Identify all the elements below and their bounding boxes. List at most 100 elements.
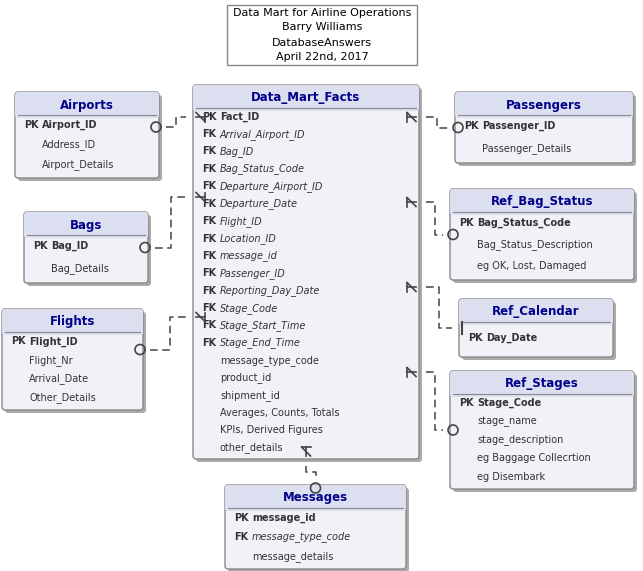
Text: shipment_id: shipment_id <box>220 389 280 400</box>
Text: FK: FK <box>202 338 216 348</box>
Text: Passenger_ID: Passenger_ID <box>220 268 285 279</box>
Text: stage_description: stage_description <box>477 435 563 445</box>
Text: Flight_ID: Flight_ID <box>220 216 262 227</box>
Text: message_id: message_id <box>252 513 316 523</box>
Text: DatabaseAnswers: DatabaseAnswers <box>272 38 372 47</box>
Text: Stage_Code: Stage_Code <box>477 398 541 408</box>
FancyBboxPatch shape <box>225 485 406 511</box>
FancyBboxPatch shape <box>193 85 419 459</box>
Text: stage_name: stage_name <box>477 416 537 427</box>
Bar <box>462 312 610 322</box>
Bar <box>453 384 631 394</box>
Text: PK: PK <box>11 336 26 347</box>
Text: FK: FK <box>202 320 216 331</box>
FancyBboxPatch shape <box>15 92 159 178</box>
Text: FK: FK <box>202 129 216 139</box>
Bar <box>196 98 416 108</box>
Text: Departure_Airport_ID: Departure_Airport_ID <box>220 181 323 192</box>
Text: FK: FK <box>202 182 216 191</box>
Text: PK: PK <box>459 218 474 228</box>
FancyBboxPatch shape <box>196 88 422 462</box>
Text: FK: FK <box>202 303 216 313</box>
Text: PK: PK <box>459 398 474 408</box>
FancyBboxPatch shape <box>24 212 148 238</box>
Text: Bag_Status_Code: Bag_Status_Code <box>220 163 305 174</box>
Text: Airports: Airports <box>60 99 114 111</box>
Text: Data_Mart_Facts: Data_Mart_Facts <box>251 91 361 104</box>
Text: FK: FK <box>234 532 248 542</box>
Text: Day_Date: Day_Date <box>486 333 538 343</box>
Text: Bag_Status_Description: Bag_Status_Description <box>477 239 593 250</box>
Text: Bag_ID: Bag_ID <box>220 146 254 157</box>
FancyBboxPatch shape <box>24 212 148 283</box>
Text: April 22nd, 2017: April 22nd, 2017 <box>276 53 368 62</box>
Text: Fact_ID: Fact_ID <box>220 111 259 122</box>
Text: Location_ID: Location_ID <box>220 233 276 244</box>
Text: FK: FK <box>202 147 216 156</box>
Text: Reporting_Day_Date: Reporting_Day_Date <box>220 286 320 296</box>
Bar <box>458 105 630 115</box>
Text: message_type_code: message_type_code <box>220 355 319 366</box>
Text: FK: FK <box>202 251 216 261</box>
Text: FK: FK <box>202 286 216 296</box>
Text: Ref_Calendar: Ref_Calendar <box>492 305 580 319</box>
Text: Airport_ID: Airport_ID <box>42 120 98 130</box>
Text: PK: PK <box>234 513 249 522</box>
Text: other_details: other_details <box>220 442 284 453</box>
Text: Bag_Status_Code: Bag_Status_Code <box>477 218 571 228</box>
Text: Passengers: Passengers <box>506 99 582 111</box>
FancyBboxPatch shape <box>27 215 151 286</box>
Text: Flights: Flights <box>50 316 95 328</box>
Bar <box>27 225 145 235</box>
Text: message_type_code: message_type_code <box>252 532 351 542</box>
Text: Passenger_ID: Passenger_ID <box>482 121 556 131</box>
Text: Other_Details: Other_Details <box>29 392 96 403</box>
Bar <box>18 105 156 115</box>
Text: Stage_End_Time: Stage_End_Time <box>220 337 301 348</box>
Text: PK: PK <box>468 333 483 343</box>
Text: Airport_Details: Airport_Details <box>42 159 114 171</box>
FancyBboxPatch shape <box>18 95 162 181</box>
Text: eg OK, Lost, Damaged: eg OK, Lost, Damaged <box>477 261 586 271</box>
Text: product_id: product_id <box>220 372 271 383</box>
Text: Ref_Stages: Ref_Stages <box>505 377 579 391</box>
Text: PK: PK <box>33 242 48 251</box>
Text: FK: FK <box>202 268 216 278</box>
Bar <box>228 498 403 508</box>
Text: PK: PK <box>24 120 39 130</box>
Text: message_id: message_id <box>220 251 278 262</box>
Text: Bags: Bags <box>70 219 102 231</box>
Text: PK: PK <box>202 112 217 122</box>
Text: message_details: message_details <box>252 551 333 562</box>
Text: Messages: Messages <box>283 492 348 505</box>
Text: Departure_Date: Departure_Date <box>220 198 298 209</box>
FancyBboxPatch shape <box>15 92 159 118</box>
FancyBboxPatch shape <box>450 371 634 489</box>
FancyBboxPatch shape <box>459 299 613 325</box>
Text: Bag_ID: Bag_ID <box>51 241 88 251</box>
Text: Stage_Start_Time: Stage_Start_Time <box>220 320 306 331</box>
Text: eg Baggage Collecrtion: eg Baggage Collecrtion <box>477 453 591 464</box>
Bar <box>453 202 631 212</box>
FancyBboxPatch shape <box>450 189 634 215</box>
Text: FK: FK <box>202 234 216 243</box>
Text: Flight_Nr: Flight_Nr <box>29 355 73 365</box>
Text: Arrival_Airport_ID: Arrival_Airport_ID <box>220 128 305 139</box>
Text: Data Mart for Airline Operations: Data Mart for Airline Operations <box>233 7 411 18</box>
FancyBboxPatch shape <box>462 302 616 360</box>
Text: PK: PK <box>464 121 478 131</box>
Text: Bag_Details: Bag_Details <box>51 263 109 274</box>
FancyBboxPatch shape <box>458 95 636 166</box>
FancyBboxPatch shape <box>453 192 637 283</box>
FancyBboxPatch shape <box>455 92 633 163</box>
Bar <box>5 322 140 332</box>
Text: FK: FK <box>202 216 216 226</box>
FancyBboxPatch shape <box>2 309 143 410</box>
FancyBboxPatch shape <box>225 485 406 569</box>
Text: FK: FK <box>202 199 216 208</box>
Text: Address_ID: Address_ID <box>42 139 96 150</box>
Text: Flight_ID: Flight_ID <box>29 336 78 347</box>
FancyBboxPatch shape <box>450 371 634 397</box>
FancyBboxPatch shape <box>450 189 634 280</box>
Bar <box>227 5 417 65</box>
